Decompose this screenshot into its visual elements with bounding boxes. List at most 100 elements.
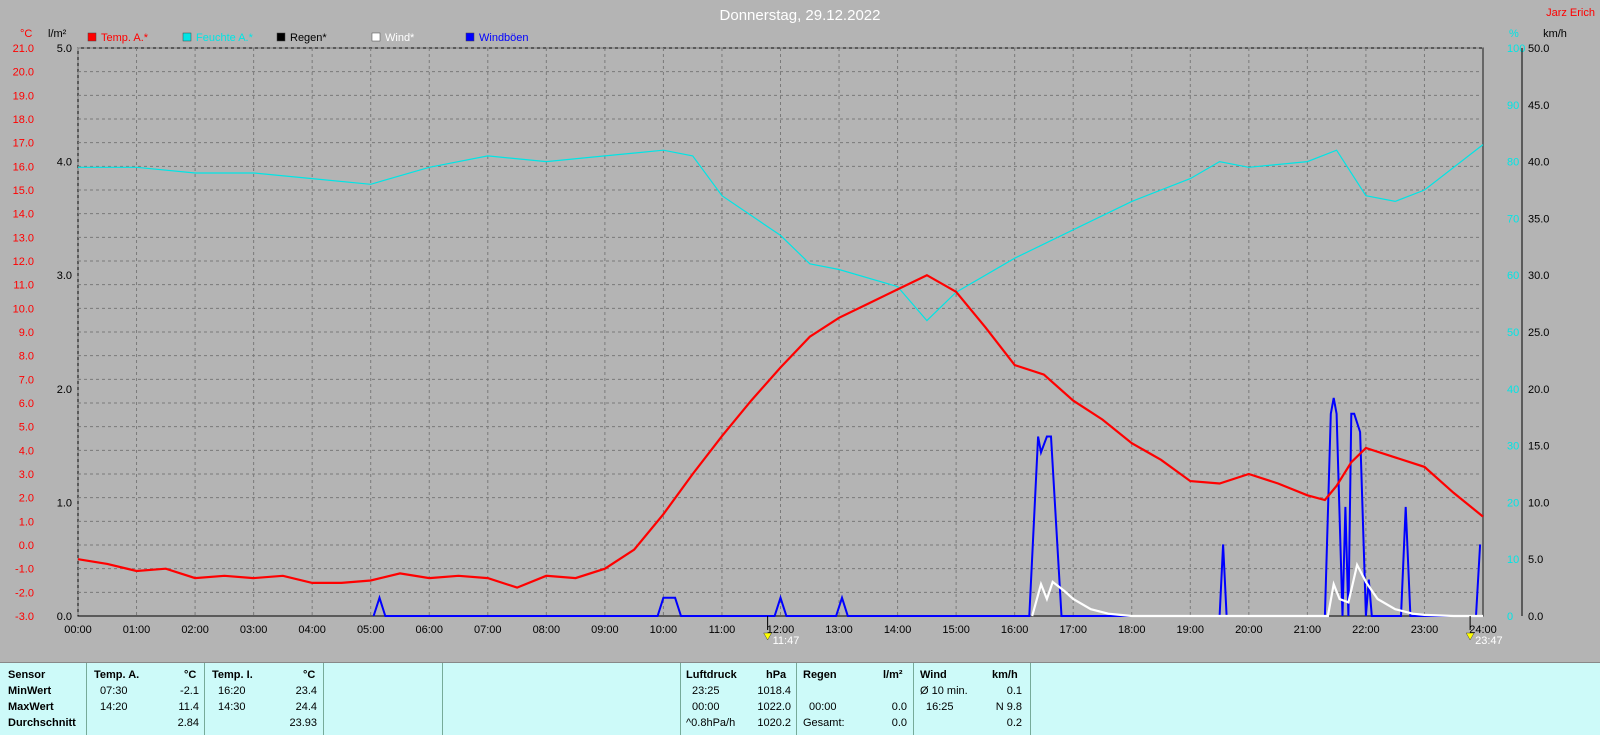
wind-tick-label: 45.0 bbox=[1528, 100, 1549, 112]
x-tick-label: 18:00 bbox=[1118, 624, 1146, 636]
humidity-unit: % bbox=[1509, 28, 1519, 40]
humidity-tick-label: 100 bbox=[1507, 43, 1525, 55]
pressure-max-val: 1022.0 bbox=[757, 701, 791, 713]
x-tick-label: 15:00 bbox=[942, 624, 970, 636]
time-marker-icon bbox=[763, 632, 773, 641]
temp-tick-label: 4.0 bbox=[19, 445, 34, 457]
wind-tick-label: 25.0 bbox=[1528, 327, 1549, 339]
temp-tick-label: 18.0 bbox=[13, 114, 34, 126]
pressure-max-time: 00:00 bbox=[692, 701, 720, 713]
x-tick-label: 17:00 bbox=[1059, 624, 1087, 636]
wind-tick-label: 30.0 bbox=[1528, 270, 1549, 282]
rain-tick-label: 5.0 bbox=[57, 43, 72, 55]
rain-tick-label: 4.0 bbox=[57, 157, 72, 169]
legend-label: Wind* bbox=[385, 32, 415, 44]
humidity-tick-label: 10 bbox=[1507, 554, 1519, 566]
rain-tick-label: 3.0 bbox=[57, 270, 72, 282]
temp-a-max-time: 14:20 bbox=[100, 701, 128, 713]
x-tick-label: 22:00 bbox=[1352, 624, 1380, 636]
rain-tick-label: 2.0 bbox=[57, 384, 72, 396]
wind-series bbox=[1031, 561, 1483, 618]
x-tick-label: 23:00 bbox=[1411, 624, 1439, 636]
temp-i-max-time: 14:30 bbox=[218, 701, 246, 713]
legend-swatch bbox=[371, 32, 381, 42]
rain-unit: l/m² bbox=[883, 669, 903, 681]
wind-header: Wind bbox=[920, 669, 947, 681]
temp-tick-label: 20.0 bbox=[13, 67, 34, 79]
temp-i-min-val: 23.4 bbox=[295, 685, 317, 697]
x-tick-label: 00:00 bbox=[64, 624, 92, 636]
avg-label: Durchschnitt bbox=[8, 717, 76, 729]
max-label: MaxWert bbox=[8, 701, 54, 713]
temp-tick-label: 21.0 bbox=[13, 43, 34, 55]
legend-label: Regen* bbox=[290, 32, 327, 44]
humidity-tick-label: 50 bbox=[1507, 327, 1519, 339]
stats-panel: Sensor MinWert MaxWert Durchschnitt Temp… bbox=[0, 662, 1600, 735]
pressure-trend: ^0.8hPa/h bbox=[686, 717, 736, 729]
temp-tick-label: 1.0 bbox=[19, 516, 34, 528]
temp-tick-label: 14.0 bbox=[13, 209, 34, 221]
temp-a-avg: 2.84 bbox=[177, 717, 199, 729]
temp-a-header: Temp. A. bbox=[94, 669, 140, 681]
temp-tick-label: 19.0 bbox=[13, 90, 34, 102]
x-tick-label: 21:00 bbox=[1294, 624, 1322, 636]
rain-header: Regen bbox=[803, 669, 837, 681]
humidity-tick-label: 80 bbox=[1507, 157, 1519, 169]
wind-unit: km/h bbox=[1543, 28, 1567, 40]
wind-max-val: N 9.8 bbox=[995, 701, 1022, 713]
humidity-tick-label: 40 bbox=[1507, 384, 1519, 396]
temp-i-header: Temp. I. bbox=[212, 669, 253, 681]
wind-tick-label: 20.0 bbox=[1528, 384, 1549, 396]
x-tick-label: 16:00 bbox=[1001, 624, 1029, 636]
weather-chart: 00:00 01:00 02:00 03:00 04:00 05:00 06:00 07:00… bbox=[13, 7, 1595, 647]
wind-tick-label: 5.0 bbox=[1528, 554, 1543, 566]
temp-tick-label: 7.0 bbox=[19, 374, 34, 386]
x-tick-label: 11:00 bbox=[709, 624, 736, 636]
rain-tick-label: 0.0 bbox=[57, 611, 72, 623]
x-tick-label: 05:00 bbox=[357, 624, 385, 636]
temp-tick-label: 16.0 bbox=[13, 161, 34, 173]
pressure-header: Luftdruck bbox=[686, 669, 737, 681]
wind-avg-val: 0.1 bbox=[1006, 685, 1022, 697]
x-tick-label: 08:00 bbox=[533, 624, 561, 636]
min-label: MinWert bbox=[8, 685, 52, 697]
x-tick-label: 07:00 bbox=[474, 624, 502, 636]
wind-tick-label: 15.0 bbox=[1528, 441, 1549, 453]
time-marker-label: 11:47 bbox=[773, 635, 800, 647]
legend-swatch bbox=[276, 32, 286, 42]
x-tick-label: 10:00 bbox=[650, 624, 678, 636]
temp-i-avg: 23.93 bbox=[289, 717, 317, 729]
temp-tick-label: 3.0 bbox=[19, 469, 34, 481]
temp-tick-label: 2.0 bbox=[19, 493, 34, 505]
temp-tick-label: 10.0 bbox=[13, 303, 34, 315]
temp-tick-label: 6.0 bbox=[19, 398, 34, 410]
wind-tick-label: 10.0 bbox=[1528, 497, 1549, 509]
temp-tick-label: 15.0 bbox=[13, 185, 34, 197]
author-label: Jarz Erich bbox=[1546, 7, 1595, 19]
x-tick-label: 02:00 bbox=[181, 624, 209, 636]
temp-i-unit: °C bbox=[303, 669, 316, 681]
x-tick-label: 14:00 bbox=[884, 624, 912, 636]
temp-a-min-val: -2.1 bbox=[180, 685, 199, 697]
pressure-min-val: 1018.4 bbox=[757, 685, 791, 697]
pressure-trend-val: 1020.2 bbox=[757, 717, 791, 729]
x-tick-label: 03:00 bbox=[240, 624, 268, 636]
temp-tick-label: 9.0 bbox=[19, 327, 34, 339]
legend-label: Windböen bbox=[479, 32, 529, 44]
x-tick-label: 01:00 bbox=[123, 624, 151, 636]
rain-tick-label: 1.0 bbox=[57, 497, 72, 509]
temp-tick-label: -1.0 bbox=[15, 564, 34, 576]
humidity-tick-label: 70 bbox=[1507, 213, 1519, 225]
wind-tick-label: 0.0 bbox=[1528, 611, 1543, 623]
pressure-unit: hPa bbox=[766, 669, 787, 681]
x-tick-label: 06:00 bbox=[415, 624, 443, 636]
temp-tick-label: 8.0 bbox=[19, 351, 34, 363]
time-marker-label: 23:47 bbox=[1475, 635, 1503, 647]
rain-max-time: 00:00 bbox=[809, 701, 837, 713]
temp-unit: °C bbox=[20, 28, 32, 40]
x-tick-label: 24:00 bbox=[1469, 624, 1497, 636]
temp-a-min-time: 07:30 bbox=[100, 685, 128, 697]
temp-tick-label: 11.0 bbox=[13, 280, 34, 292]
temp-tick-label: -2.0 bbox=[15, 587, 34, 599]
wind-avg-label: Ø 10 min. bbox=[920, 685, 968, 697]
